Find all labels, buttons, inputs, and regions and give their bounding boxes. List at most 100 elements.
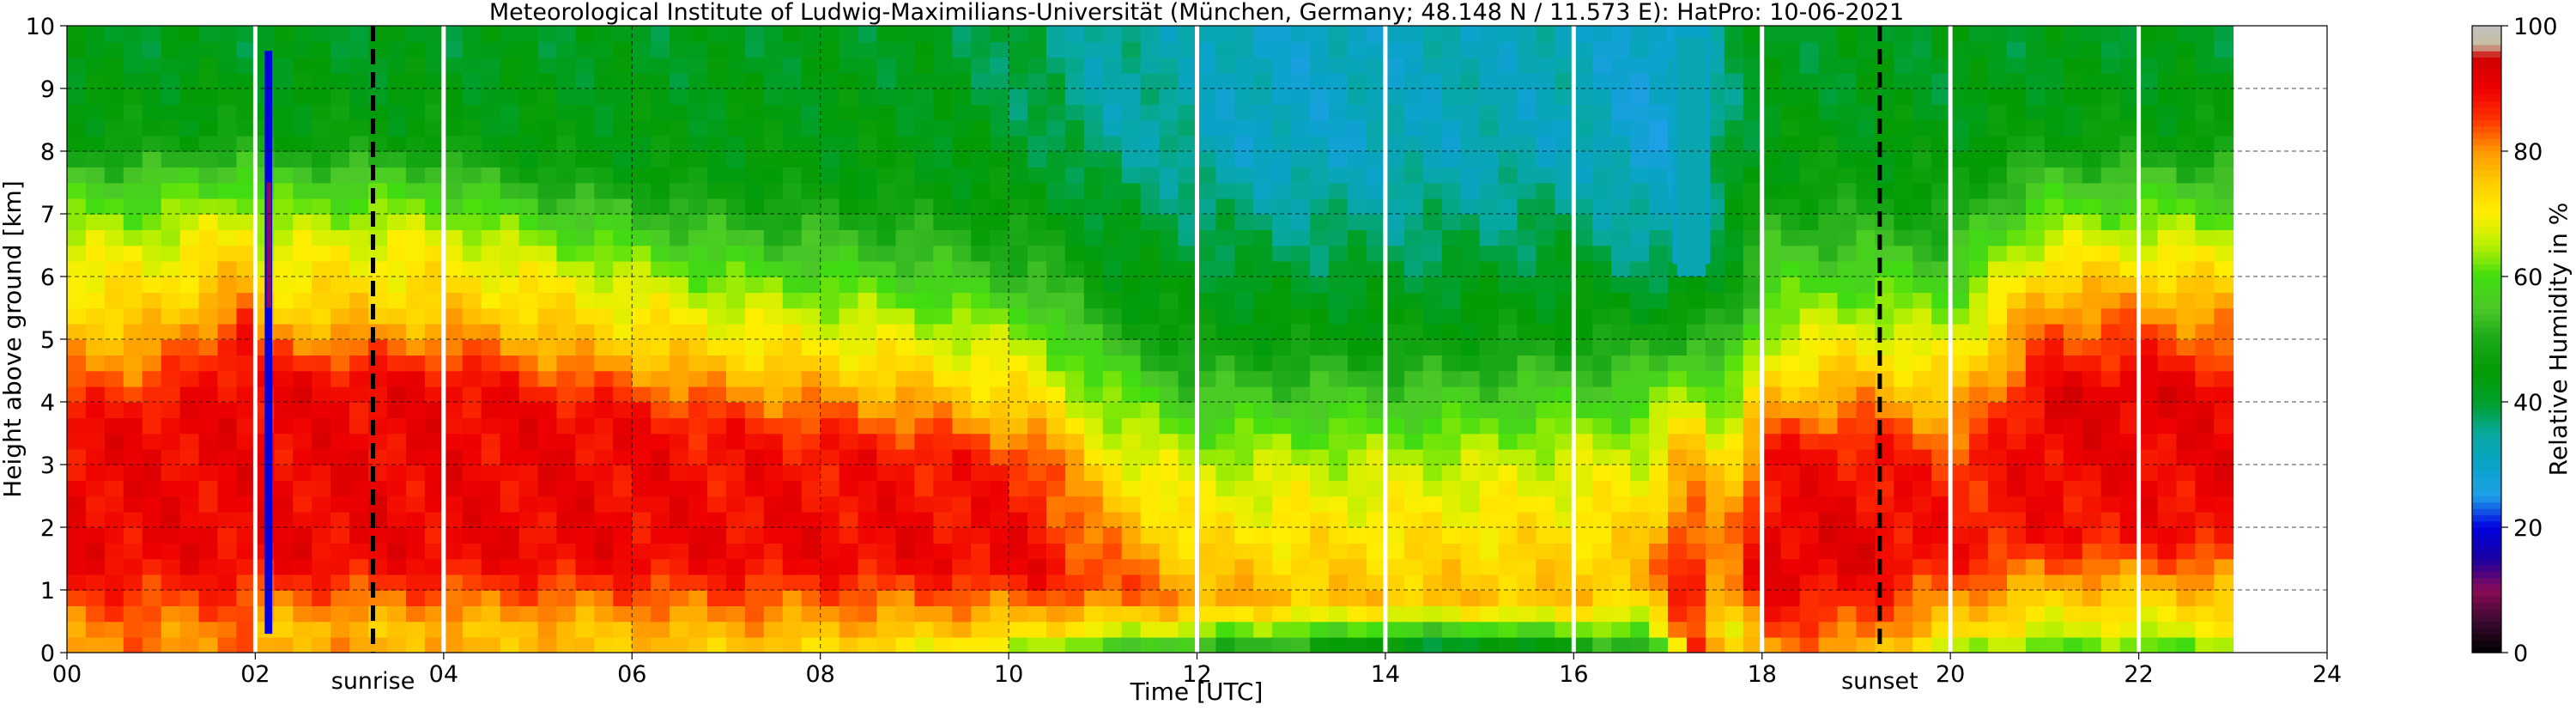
heatmap-cell: [1536, 26, 1556, 43]
heatmap-cell: [161, 339, 181, 356]
heatmap-cell: [1348, 307, 1367, 325]
heatmap-cell: [2138, 135, 2159, 152]
y-tick-label: 8: [40, 139, 55, 166]
heatmap-cell: [481, 402, 501, 419]
heatmap-cell: [1555, 292, 1575, 309]
heatmap-cell: [518, 495, 539, 513]
heatmap-cell: [933, 448, 954, 465]
heatmap-cell: [1441, 292, 1462, 309]
heatmap-cell: [1140, 605, 1161, 623]
heatmap-cell: [424, 245, 445, 262]
heatmap-cell: [575, 57, 596, 74]
heatmap-cell: [952, 119, 972, 137]
heatmap-cell: [123, 495, 143, 513]
heatmap-cell: [1064, 151, 1085, 168]
heatmap-cell: [179, 574, 200, 591]
heatmap-cell: [1724, 386, 1744, 403]
heatmap-cell: [1780, 245, 1801, 262]
heatmap-cell: [1761, 590, 1782, 607]
heatmap-cell: [2025, 621, 2046, 638]
heatmap-cell: [1366, 182, 1386, 199]
heatmap-cell: [1460, 465, 1481, 482]
heatmap-cell: [1366, 323, 1386, 340]
heatmap-cell: [1046, 605, 1066, 623]
heatmap-cell: [1441, 26, 1462, 43]
heatmap-cell: [632, 292, 652, 309]
heatmap-cell: [2063, 229, 2083, 246]
heatmap-cell: [556, 433, 577, 450]
heatmap-cell: [744, 276, 765, 294]
heatmap-cell: [1931, 558, 1951, 575]
heatmap-cell: [575, 465, 596, 482]
heatmap-cell: [1102, 370, 1123, 387]
heatmap-cell: [85, 292, 106, 309]
heatmap-cell: [424, 590, 445, 607]
heatmap-cell: [556, 135, 577, 152]
heatmap-cell: [537, 605, 558, 623]
heatmap-cell: [518, 574, 539, 591]
heatmap-cell: [2082, 527, 2102, 544]
colorbar-swatch: [2472, 214, 2501, 221]
heatmap-cell: [707, 558, 727, 575]
heatmap-cell: [1329, 167, 1349, 184]
heatmap-cell: [1555, 417, 1575, 434]
heatmap-cell: [1837, 543, 1858, 560]
heatmap-cell: [1856, 57, 1876, 74]
heatmap-cell: [1178, 260, 1198, 277]
heatmap-cell: [236, 292, 257, 309]
heatmap-cell: [1988, 260, 2008, 277]
heatmap-cell: [1536, 558, 1556, 575]
heatmap-cell: [632, 402, 652, 419]
heatmap-cell: [1931, 402, 1951, 419]
heatmap-cell: [481, 276, 501, 294]
heatmap-cell: [1291, 511, 1311, 528]
y-tick-label: 10: [26, 14, 55, 40]
heatmap-cell: [1498, 245, 1518, 262]
heatmap-cell: [1969, 323, 1989, 340]
heatmap-cell: [2063, 495, 2083, 513]
heatmap-cell: [1837, 307, 1858, 325]
heatmap-cell: [763, 307, 784, 325]
heatmap-cell: [1555, 88, 1575, 106]
heatmap-cell: [1818, 229, 1839, 246]
heatmap-cell: [481, 574, 501, 591]
heatmap-cell: [2157, 135, 2178, 152]
heatmap-cell: [1385, 448, 1405, 465]
heatmap-cell: [1536, 417, 1556, 434]
heatmap-cell: [688, 307, 708, 325]
heatmap-cell: [405, 590, 426, 607]
heatmap-cell: [424, 214, 445, 231]
heatmap-cell: [1234, 605, 1255, 623]
heatmap-cell: [1912, 386, 1933, 403]
heatmap-cell: [1215, 636, 1236, 653]
heatmap-cell: [161, 41, 181, 58]
heatmap-cell: [876, 386, 897, 403]
heatmap-cell: [1743, 465, 1763, 482]
heatmap-cell: [67, 260, 87, 277]
heatmap-cell: [782, 543, 803, 560]
heatmap-cell: [1291, 72, 1311, 89]
heatmap-cell: [443, 339, 464, 356]
heatmap-cell: [1799, 260, 1820, 277]
heatmap-cell: [1498, 41, 1518, 58]
heatmap-cell: [1215, 198, 1236, 215]
heatmap-cell: [990, 72, 1009, 89]
heatmap-cell: [725, 198, 746, 215]
heatmap-cell: [293, 57, 313, 74]
heatmap-cell: [1894, 323, 1914, 340]
heatmap-cell: [632, 57, 652, 74]
heatmap-cell: [1064, 260, 1085, 277]
heatmap-cell: [1366, 41, 1386, 58]
heatmap-cell: [2176, 260, 2197, 277]
heatmap-cell: [990, 26, 1009, 43]
heatmap-cell: [1630, 355, 1650, 372]
heatmap-cell: [1009, 292, 1028, 309]
heatmap-cell: [594, 511, 615, 528]
heatmap-cell: [1178, 511, 1198, 528]
heatmap-cell: [801, 151, 821, 168]
heatmap-cell: [839, 292, 859, 309]
heatmap-cell: [387, 370, 407, 387]
heatmap-cell: [443, 41, 464, 58]
heatmap-cell: [1197, 511, 1217, 528]
